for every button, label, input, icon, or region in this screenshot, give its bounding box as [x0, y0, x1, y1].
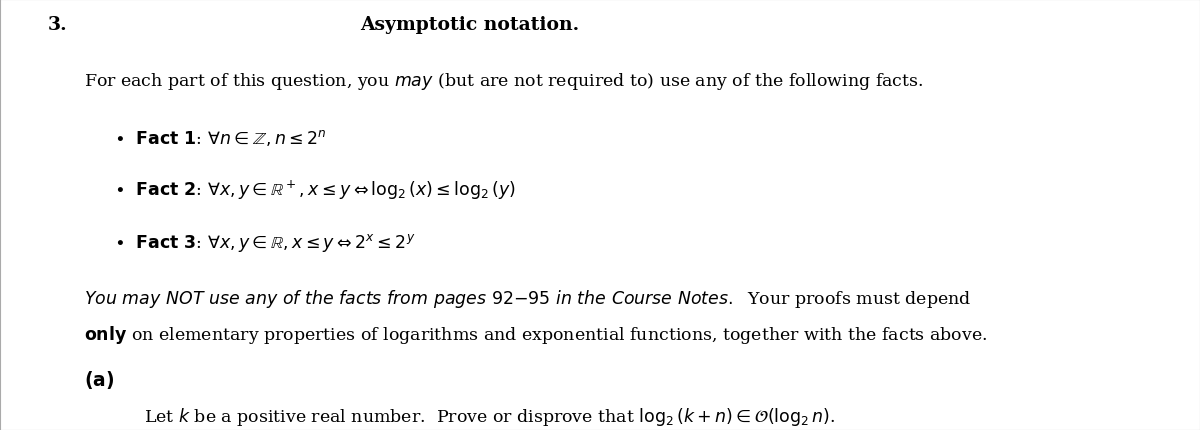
Text: $\mathit{You\ may\ NOT\ use\ any\ of\ the\ facts\ from\ pages\ 92{-}95\ in\ the\: $\mathit{You\ may\ NOT\ use\ any\ of\ th… [84, 287, 971, 309]
Text: $\bullet$  $\bf{Fact\ 2}$: $\forall x, y \in \mathbb{R}^+, x \leq y \Leftrightar: $\bullet$ $\bf{Fact\ 2}$: $\forall x, y … [114, 179, 516, 202]
Text: $\mathbf{only}$ on elementary properties of logarithms and exponential functions: $\mathbf{only}$ on elementary properties… [84, 324, 988, 346]
Text: For each part of this question, you $\mathit{may}$ (but are not required to) use: For each part of this question, you $\ma… [84, 71, 923, 92]
Text: 3.: 3. [48, 16, 67, 34]
Text: $\bullet$  $\bf{Fact\ 1}$: $\forall n \in \mathbb{Z}, n \leq 2^n$: $\bullet$ $\bf{Fact\ 1}$: $\forall n \in… [114, 128, 326, 148]
Text: Let $k$ be a positive real number.  Prove or disprove that $\log_2(k+n) \in \mat: Let $k$ be a positive real number. Prove… [144, 405, 835, 427]
Text: $\bullet$  $\bf{Fact\ 3}$: $\forall x, y \in \mathbb{R}, x \leq y \Leftrightarro: $\bullet$ $\bf{Fact\ 3}$: $\forall x, y … [114, 231, 415, 253]
Text: $\mathbf{(a)}$: $\mathbf{(a)}$ [84, 368, 114, 390]
Text: Asymptotic notation.: Asymptotic notation. [360, 16, 580, 34]
